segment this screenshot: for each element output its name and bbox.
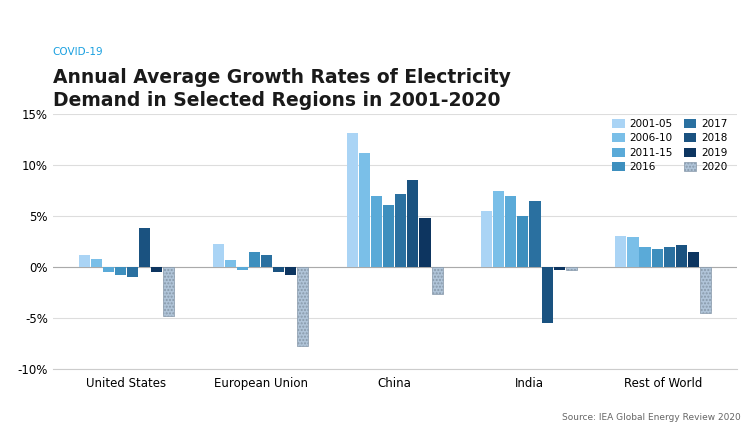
Text: prescriptive data: prescriptive data (10, 19, 123, 32)
Text: Source: IEA Global Energy Review 2020: Source: IEA Global Energy Review 2020 (562, 413, 741, 422)
Bar (676, 245, 687, 267)
Bar (285, 267, 296, 275)
Bar (127, 267, 138, 277)
Bar (408, 180, 418, 267)
Bar (103, 267, 114, 272)
Bar (553, 267, 565, 270)
Bar (213, 244, 224, 267)
Bar (493, 191, 505, 267)
Bar (139, 229, 150, 267)
Bar (79, 255, 89, 267)
Bar (541, 267, 553, 323)
Bar (615, 236, 626, 267)
Bar (273, 267, 284, 272)
Bar (688, 252, 699, 267)
Bar (566, 267, 577, 270)
Text: Smart Building: Smart Building (550, 19, 648, 32)
Bar (505, 196, 517, 267)
Bar (651, 249, 663, 267)
Bar (700, 267, 711, 313)
Text: Annual Average Growth Rates of Electricity
Demand in Selected Regions in 2001-20: Annual Average Growth Rates of Electrici… (53, 68, 511, 110)
Bar (261, 255, 272, 267)
Bar (371, 196, 382, 267)
Bar (115, 267, 126, 275)
Bar (396, 194, 406, 267)
Bar (432, 267, 443, 293)
Bar (359, 153, 370, 267)
Bar (420, 218, 431, 267)
Bar (225, 260, 236, 267)
Bar (297, 267, 308, 346)
Bar (347, 133, 358, 267)
Bar (529, 201, 541, 267)
Text: Chart of the Day: Chart of the Day (641, 19, 742, 32)
Bar (151, 267, 162, 272)
Bar (249, 252, 260, 267)
Bar (163, 267, 174, 316)
Bar (384, 205, 394, 267)
Bar (237, 267, 248, 270)
Bar (627, 237, 638, 267)
Bar (639, 247, 650, 267)
Text: COVID-19: COVID-19 (53, 47, 103, 57)
Bar (664, 247, 675, 267)
Bar (91, 259, 102, 267)
Legend: 2001-05, 2006-10, 2011-15, 2016, 2017, 2018, 2019, 2020: 2001-05, 2006-10, 2011-15, 2016, 2017, 2… (608, 114, 732, 176)
Bar (481, 211, 493, 267)
Bar (517, 216, 529, 267)
